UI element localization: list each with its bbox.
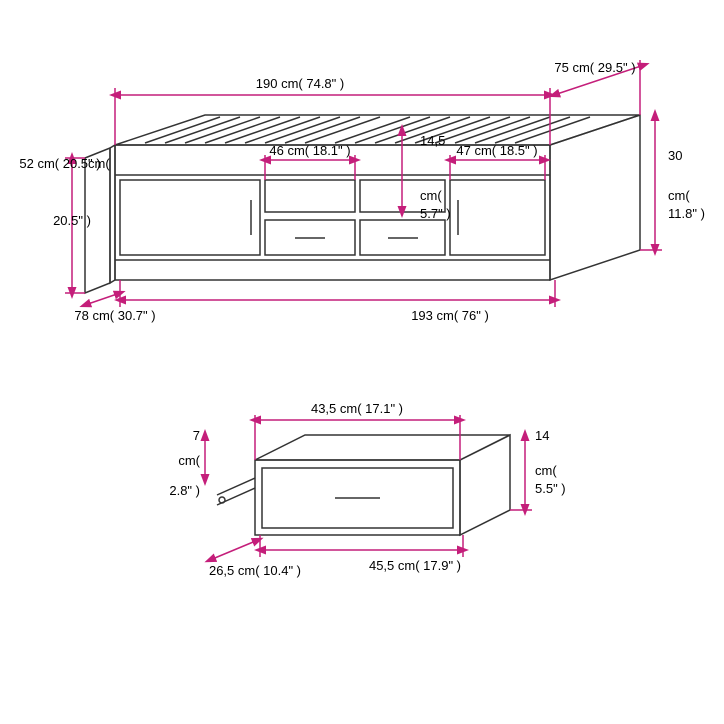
bed-dimensions: 190 cm( 74.8" ) 75 cm( 29.5" ) 52 cm( 20… [19,60,705,323]
svg-text:cm(: cm( [668,188,690,203]
dim-label: 26,5 cm( 10.4" ) [209,563,301,578]
dim-label: 193 cm( 76" ) [411,308,489,323]
svg-text:5.5" ): 5.5" ) [535,481,566,496]
dim-label: 46 cm( 18.1" ) [269,143,350,158]
dim-label: 190 cm( 74.8" ) [256,76,344,91]
drawer-furniture [217,435,510,535]
svg-text:5.7" ): 5.7" ) [420,206,451,221]
dim-label: 75 cm( 29.5" ) [554,60,635,75]
svg-text:cm(: cm( [420,188,442,203]
svg-text:14,5: 14,5 [420,133,445,148]
diagram-canvas: 190 cm( 74.8" ) 75 cm( 29.5" ) 52 cm( 20… [0,0,724,724]
svg-text:2.8" ): 2.8" ) [169,483,200,498]
dim-label: 45,5 cm( 17.9" ) [369,558,461,573]
dim-label: 78 cm( 30.7" ) [74,308,155,323]
svg-text:cm(: cm( [535,463,557,478]
svg-text:20.5" ): 20.5" ) [53,213,91,228]
svg-text:30: 30 [668,148,682,163]
svg-text:14: 14 [535,428,549,443]
bed-furniture [85,115,640,293]
svg-text:cm(: cm( [88,156,110,171]
svg-text:11.8" ): 11.8" ) [668,206,705,221]
dim-label: 43,5 cm( 17.1" ) [311,401,403,416]
svg-text:7: 7 [193,428,200,443]
dim-label: 47 cm( 18.5" ) [456,143,537,158]
svg-text:cm(: cm( [178,453,200,468]
